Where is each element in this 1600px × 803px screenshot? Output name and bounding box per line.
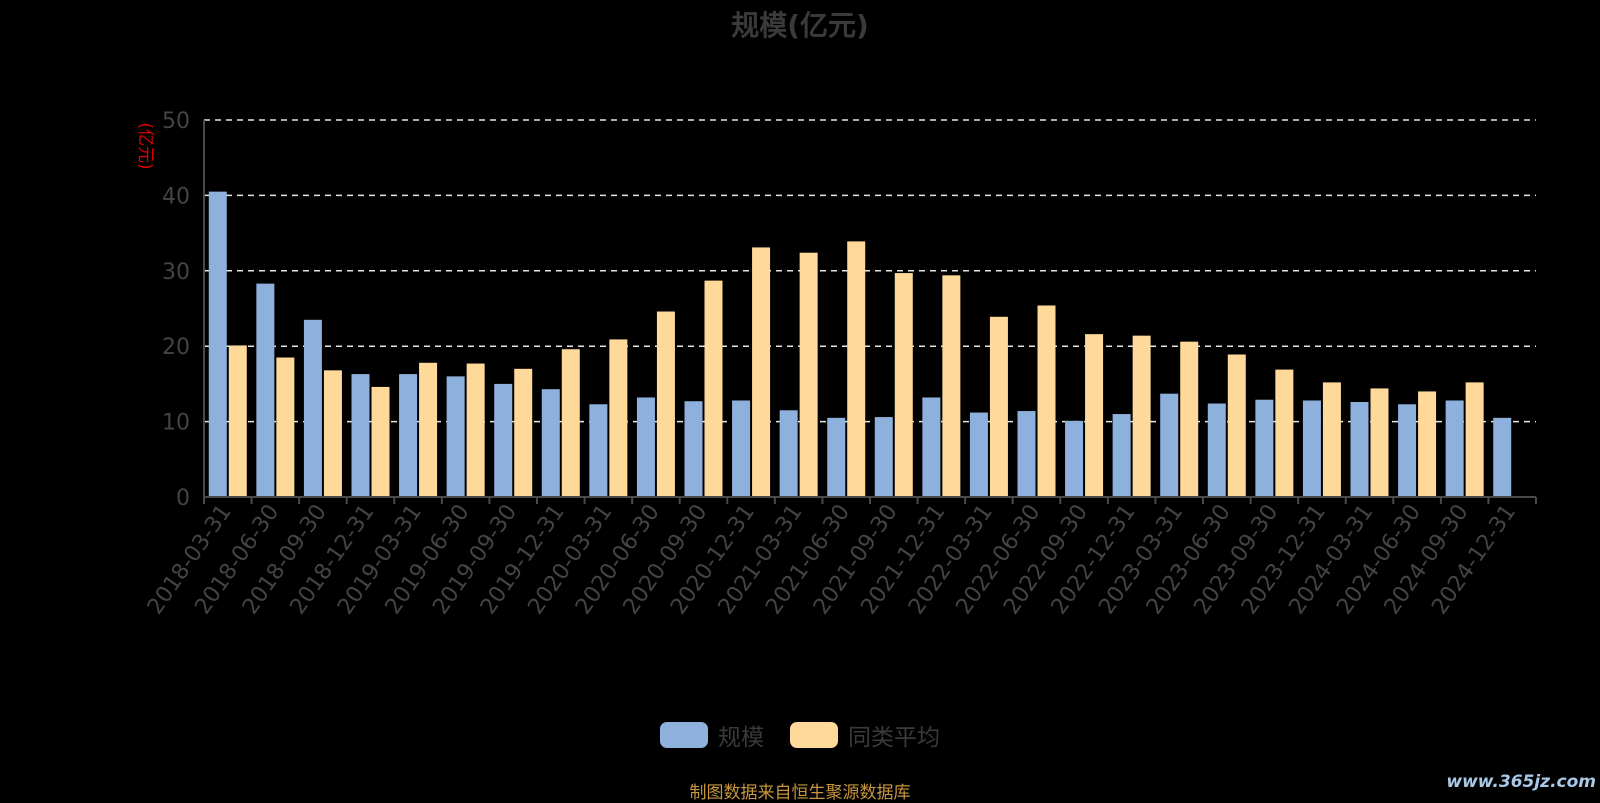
bar-scale-2020-06-30[interactable] (636, 397, 655, 497)
bar-scale-2019-06-30[interactable] (446, 376, 465, 497)
bar-scale-2018-12-31[interactable] (351, 374, 370, 497)
bar-average-2018-06-30[interactable] (276, 357, 295, 497)
bar-average-2023-06-30[interactable] (1227, 354, 1246, 497)
bar-scale-2022-09-30[interactable] (1065, 420, 1084, 497)
y-axis-unit-label: (亿元) (135, 122, 155, 169)
bar-average-2024-03-31[interactable] (1370, 388, 1389, 497)
bar-scale-2023-12-31[interactable] (1302, 400, 1321, 497)
bar-scale-2021-06-30[interactable] (827, 417, 846, 497)
watermark: www.365jz.com (1446, 772, 1596, 792)
bar-average-2020-09-30[interactable] (704, 280, 723, 497)
bar-average-2020-12-31[interactable] (752, 247, 771, 497)
bar-scale-2024-06-30[interactable] (1398, 404, 1417, 497)
bar-average-2018-12-31[interactable] (371, 386, 390, 497)
bar-average-2023-12-31[interactable] (1322, 382, 1341, 497)
bar-average-2020-03-31[interactable] (609, 339, 628, 497)
bar-scale-2021-03-31[interactable] (779, 410, 798, 497)
bar-average-2022-06-30[interactable] (1037, 305, 1056, 497)
bar-scale-2018-09-30[interactable] (303, 319, 322, 497)
legend-item-scale[interactable]: 规模 (660, 718, 764, 752)
x-tick-labels: 2018-03-312018-06-302018-09-302018-12-31… (143, 500, 1521, 619)
axis-layer (203, 120, 1537, 504)
y-tick-label: 50 (162, 109, 190, 134)
bar-average-2021-12-31[interactable] (942, 275, 961, 497)
bar-scale-2023-03-31[interactable] (1160, 393, 1179, 497)
bar-average-2019-12-31[interactable] (561, 349, 580, 497)
bar-average-2018-03-31[interactable] (228, 345, 247, 497)
bar-average-2022-12-31[interactable] (1132, 335, 1151, 497)
bars-layer (208, 191, 1512, 497)
y-tick-label: 40 (162, 184, 190, 209)
bar-average-2023-03-31[interactable] (1180, 341, 1199, 497)
y-tick-label: 20 (162, 335, 190, 360)
bar-scale-2020-03-31[interactable] (589, 404, 608, 497)
bar-scale-2020-12-31[interactable] (732, 400, 751, 497)
bar-average-2019-03-31[interactable] (419, 362, 438, 497)
bar-scale-2022-12-31[interactable] (1112, 414, 1131, 497)
chart-title: 规模(亿元) (731, 9, 869, 42)
bar-average-2023-09-30[interactable] (1275, 369, 1294, 497)
source-note: 制图数据来自恒生聚源数据库 (689, 783, 911, 803)
bar-scale-2018-03-31[interactable] (208, 191, 227, 497)
bar-scale-2022-06-30[interactable] (1017, 411, 1036, 497)
bar-scale-2019-12-31[interactable] (541, 389, 560, 497)
bar-scale-2023-09-30[interactable] (1255, 399, 1274, 497)
bar-scale-2018-06-30[interactable] (256, 283, 275, 497)
legend-label-average: 同类平均 (848, 725, 940, 751)
y-tick-label: 10 (162, 411, 190, 436)
bar-scale-2020-09-30[interactable] (684, 401, 703, 497)
bar-scale-2023-06-30[interactable] (1207, 403, 1226, 497)
bar-scale-2024-03-31[interactable] (1350, 401, 1369, 497)
bar-average-2021-06-30[interactable] (847, 241, 866, 497)
bar-scale-2024-12-31[interactable] (1493, 417, 1512, 497)
bar-average-2019-06-30[interactable] (466, 363, 485, 497)
bar-scale-2024-09-30[interactable] (1445, 400, 1464, 497)
bar-average-2024-06-30[interactable] (1418, 391, 1437, 497)
bar-average-2021-03-31[interactable] (799, 252, 818, 497)
bar-average-2018-09-30[interactable] (323, 370, 342, 497)
bar-average-2021-09-30[interactable] (894, 273, 913, 497)
bar-scale-2019-03-31[interactable] (399, 374, 418, 497)
legend-item-average[interactable]: 同类平均 (790, 718, 940, 752)
bar-scale-2021-12-31[interactable] (922, 397, 941, 497)
bar-scale-2019-09-30[interactable] (494, 383, 513, 497)
y-tick-label: 0 (176, 486, 190, 511)
bar-average-2022-09-30[interactable] (1085, 334, 1104, 497)
legend-swatch-average (790, 722, 838, 748)
bar-scale-2021-09-30[interactable] (874, 417, 893, 497)
bar-average-2022-03-31[interactable] (989, 316, 1008, 497)
bar-average-2020-06-30[interactable] (656, 311, 675, 497)
bar-average-2019-09-30[interactable] (514, 368, 533, 497)
legend: 规模 同类平均 (0, 718, 1600, 752)
bar-scale-2022-03-31[interactable] (969, 412, 988, 497)
y-tick-label: 30 (162, 260, 190, 285)
legend-label-scale: 规模 (718, 725, 764, 751)
legend-swatch-scale (660, 722, 708, 748)
y-tick-labels: 0 10 20 30 40 50 (162, 109, 190, 511)
bar-average-2024-09-30[interactable] (1465, 382, 1484, 497)
